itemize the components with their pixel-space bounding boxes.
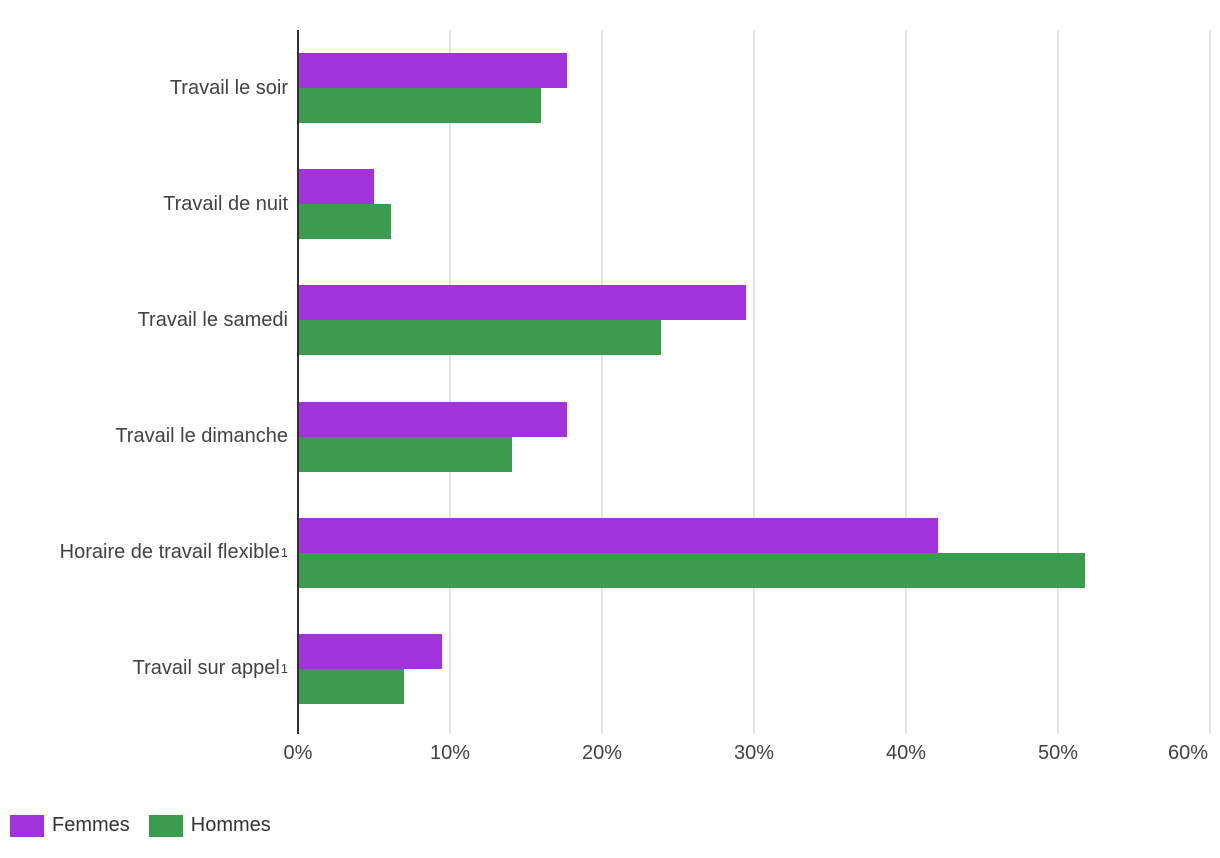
bar-hommes [298,88,542,124]
category-label: Travail le samedi [137,308,288,331]
gridline [600,30,603,727]
bar-group [298,611,1210,727]
gridline [448,30,451,727]
axis-tick [448,727,451,734]
x-tick-label: 30% [733,742,775,764]
legend-item-femmes: Femmes [10,814,130,837]
category-label: Travail le soir [169,76,288,99]
bar-hommes [298,436,513,472]
bar-group [298,262,1210,378]
bar-femmes [298,633,443,669]
bar-hommes [298,204,391,240]
category-label: Horaire de travail flexible 1 [59,541,288,564]
x-tick-label: 0% [283,742,313,764]
bar-group [298,379,1210,495]
axis-tick [297,727,299,734]
bar-hommes [298,552,1086,588]
y-axis-line [297,30,299,727]
gridline [1057,30,1059,727]
axis-tick [1057,727,1059,734]
legend-swatch-femmes [10,814,44,837]
x-axis-ticks [297,727,1211,734]
category-label: Travail le dimanche [115,425,288,448]
legend: Femmes Hommes [10,814,290,837]
legend-label: Hommes [190,814,271,836]
x-tick-label: 40% [885,742,926,764]
bar-femmes [298,169,374,205]
category-label: Travail de nuit [163,192,288,215]
bar-femmes [298,53,568,89]
axis-tick [600,727,603,734]
bar-group [298,30,1210,146]
gridline [1209,30,1211,727]
x-tick-label: 50% [1037,742,1079,764]
bar-femmes [298,517,938,553]
legend-item-hommes: Hommes [148,814,271,837]
bar-hommes [298,668,405,704]
axis-tick [1209,727,1211,734]
gridline [904,30,907,727]
bar-rows [298,30,1210,727]
gridline [753,30,755,727]
x-tick-label: 60% [1167,742,1208,764]
legend-label: Femmes [52,814,130,836]
x-tick-label: 10% [429,742,470,764]
x-tick-label: 20% [581,742,622,764]
x-axis-labels: 0% 10% 20% 30% 40% 50% 60% [284,742,1210,766]
axis-tick [904,727,907,734]
bar-group [298,146,1210,262]
category-labels: Travail le soir Travail de nuit Travail le… [0,30,288,727]
axis-tick [753,727,755,734]
bar-hommes [298,320,662,356]
bar-group [298,495,1210,611]
category-label: Travail sur appel 1 [132,657,288,680]
legend-swatch-hommes [148,814,183,837]
bar-femmes [298,285,747,321]
plot-area [297,30,1211,727]
bar-femmes [298,401,568,437]
